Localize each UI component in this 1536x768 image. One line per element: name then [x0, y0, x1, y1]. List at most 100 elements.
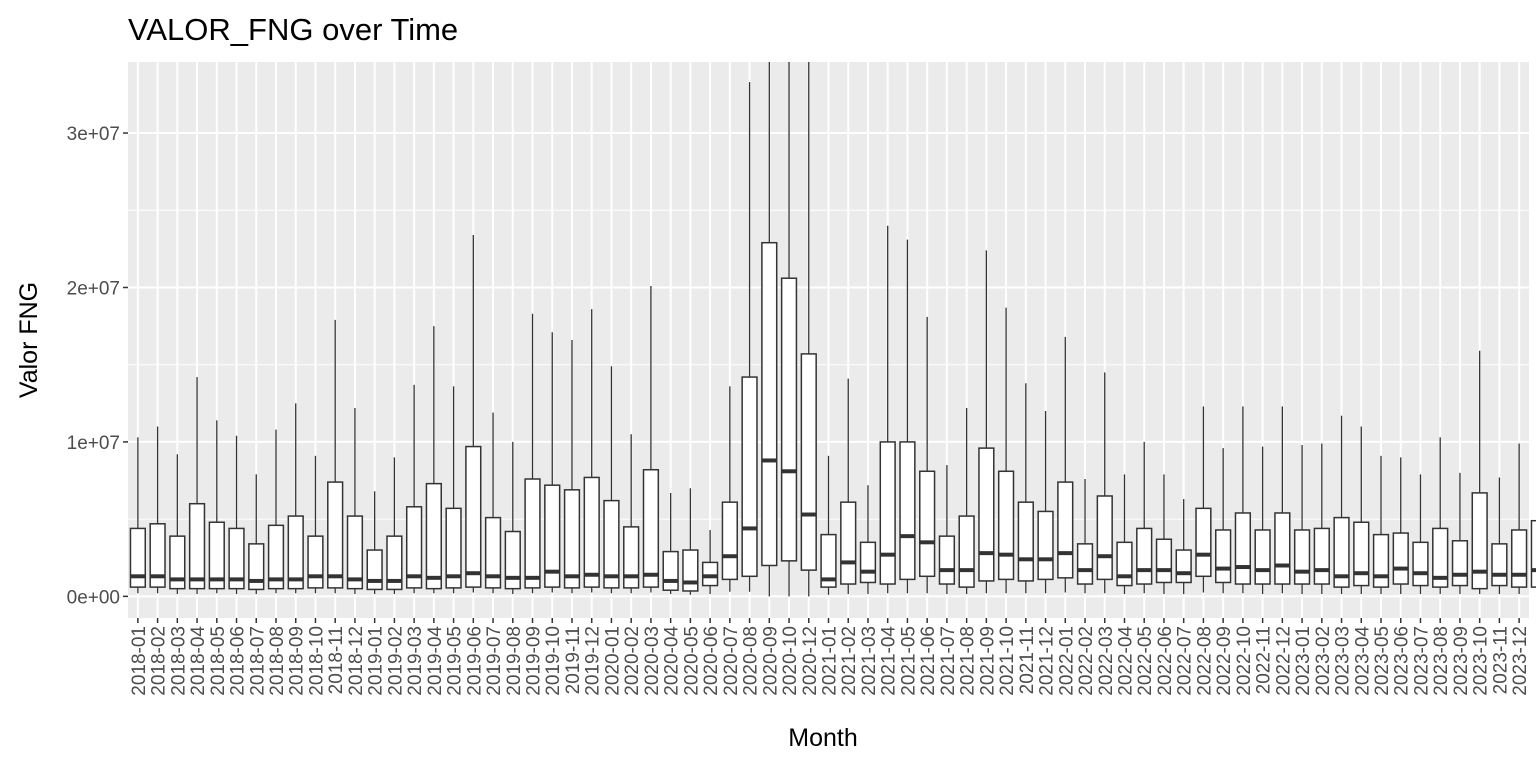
x-tick-label: 2020-10: [780, 626, 801, 696]
x-tick-label: 2019-11: [563, 626, 584, 694]
box-iqr: [1274, 512, 1291, 585]
box-iqr: [1155, 538, 1173, 584]
box-iqr: [149, 523, 166, 588]
box-iqr: [879, 441, 896, 585]
x-tick-label: 2023-10: [1471, 626, 1492, 696]
box-2023-11: [1491, 477, 1508, 595]
box-2022-12: [1274, 406, 1291, 594]
box-iqr: [1234, 512, 1252, 585]
box-2021-03: [859, 485, 877, 595]
x-tick-label: 2023-02: [1313, 626, 1334, 696]
x-tick-label: 2020-01: [602, 626, 623, 696]
box-iqr: [228, 527, 245, 590]
x-tick-label: 2018-12: [346, 626, 367, 696]
box-iqr: [1530, 519, 1536, 588]
box-iqr: [978, 447, 995, 582]
box-iqr: [307, 535, 324, 589]
box-2020-03: [642, 285, 660, 593]
x-tick-label: 2023-06: [1392, 626, 1413, 696]
x-tick-label: 2023-08: [1431, 626, 1452, 696]
box-iqr: [840, 501, 857, 585]
box-iqr: [405, 506, 423, 589]
box-iqr: [1214, 529, 1232, 584]
x-tick-label: 2021-10: [997, 626, 1018, 696]
box-2023-07: [1412, 474, 1429, 595]
box-2018-07: [248, 474, 265, 595]
x-tick-label: 2023-07: [1411, 626, 1432, 696]
box-iqr: [1254, 529, 1271, 585]
box-2021-06: [919, 316, 936, 594]
y-tick-label: 1e+07: [67, 433, 120, 454]
box-iqr: [1392, 532, 1409, 585]
box-iqr: [938, 535, 956, 585]
box-2021-11: [1017, 383, 1034, 594]
box-iqr: [997, 470, 1015, 581]
x-tick-label: 2018-01: [129, 626, 150, 696]
box-2022-04: [1116, 474, 1133, 595]
x-tick-label: 2018-09: [287, 626, 308, 696]
x-tick-label: 2020-08: [741, 626, 762, 696]
x-tick-label: 2019-12: [583, 626, 604, 696]
box-2022-09: [1214, 448, 1232, 594]
box-iqr: [958, 515, 975, 588]
box-2019-02: [386, 457, 403, 595]
x-tick-label: 2023-03: [1333, 626, 1354, 696]
box-iqr: [248, 543, 265, 591]
x-tick-label: 2022-12: [1273, 626, 1294, 696]
x-tick-label: 2020-06: [701, 626, 722, 696]
box-2020-02: [623, 434, 640, 594]
box-iqr: [386, 535, 403, 591]
box-iqr: [504, 530, 521, 590]
box-2022-03: [1096, 372, 1113, 594]
box-iqr: [1372, 533, 1390, 588]
box-2018-06: [228, 435, 245, 595]
x-tick-label: 2023-01: [1293, 626, 1314, 696]
box-2018-12: [346, 407, 364, 595]
x-tick-label: 2021-03: [859, 626, 880, 696]
box-2023-12: [1510, 443, 1528, 595]
x-tick-label: 2019-08: [504, 626, 525, 696]
box-iqr: [1333, 516, 1350, 588]
box-iqr: [1313, 527, 1330, 585]
x-tick-label: 2018-11: [326, 626, 347, 694]
box-2022-08: [1195, 406, 1212, 593]
box-2021-04: [879, 225, 896, 594]
box-2019-05: [445, 386, 462, 594]
box-2018-02: [149, 426, 166, 594]
x-tick-label: 2022-02: [1076, 626, 1097, 696]
x-tick-label: 2018-10: [306, 626, 327, 696]
x-tick-label: 2021-05: [898, 626, 919, 696]
box-iqr: [524, 478, 541, 589]
box-2019-07: [484, 412, 502, 594]
box-iqr: [129, 527, 147, 588]
box-2019-06: [465, 234, 482, 593]
box-iqr: [623, 526, 640, 589]
x-tick-label: 2018-06: [228, 626, 249, 696]
box-iqr: [1471, 492, 1488, 590]
box-iqr: [1510, 529, 1528, 588]
box-2022-01: [1057, 336, 1074, 593]
box-2020-08: [741, 82, 758, 592]
x-tick-label: 2019-04: [425, 626, 446, 696]
box-iqr: [721, 501, 738, 581]
box-iqr: [662, 550, 679, 591]
box-2023-03: [1333, 415, 1350, 595]
box-iqr: [1017, 501, 1034, 582]
box-iqr: [445, 507, 462, 589]
box-2021-08: [958, 407, 975, 595]
x-tick-label: 2022-09: [1214, 626, 1235, 696]
box-iqr: [899, 441, 916, 581]
x-tick-label: 2018-03: [168, 626, 189, 696]
x-tick-label: 2023-09: [1451, 626, 1472, 696]
box-iqr: [465, 445, 482, 588]
x-tick-label: 2022-05: [1135, 626, 1156, 696]
box-2020-07: [721, 386, 738, 592]
x-tick-label: 2020-02: [622, 626, 643, 696]
x-tick-label: 2018-04: [188, 626, 209, 696]
x-tick-label: 2022-03: [1096, 626, 1117, 696]
box-iqr: [1076, 543, 1094, 585]
x-tick-label: 2020-04: [662, 626, 683, 696]
x-tick-label: 2021-08: [958, 626, 979, 696]
x-tick-label: 2018-02: [149, 626, 170, 696]
